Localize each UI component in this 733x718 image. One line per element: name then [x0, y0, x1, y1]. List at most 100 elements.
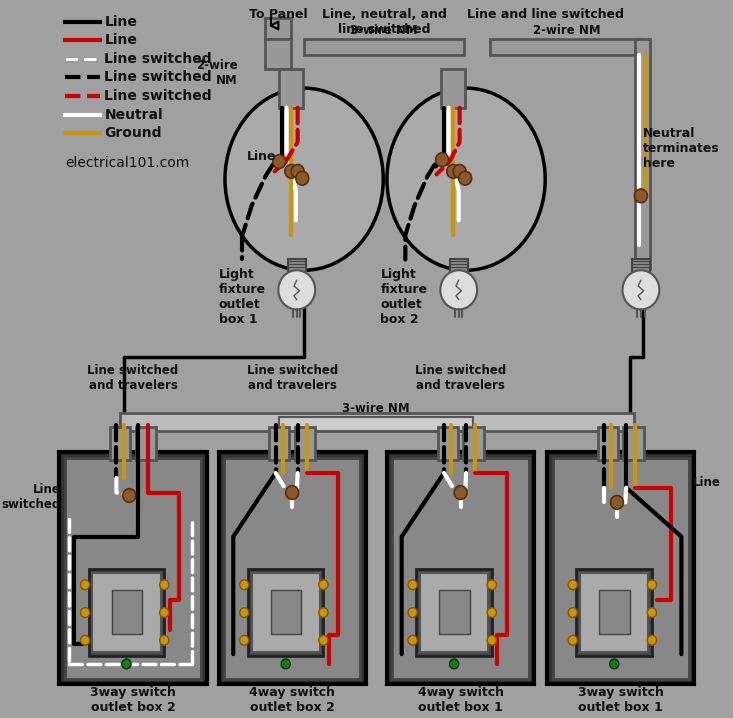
FancyBboxPatch shape — [449, 258, 468, 272]
Circle shape — [446, 164, 460, 178]
FancyBboxPatch shape — [279, 68, 303, 108]
Circle shape — [160, 635, 169, 645]
Text: 3way switch
outlet box 2: 3way switch outlet box 2 — [90, 686, 176, 714]
Text: 3-wire NM: 3-wire NM — [350, 24, 418, 37]
Text: Line, neutral, and
line switched: Line, neutral, and line switched — [322, 8, 446, 36]
Circle shape — [647, 580, 657, 589]
Text: Line: Line — [247, 150, 276, 163]
Text: Neutral
terminates
here: Neutral terminates here — [643, 127, 720, 170]
Text: Line switched
and travelers: Line switched and travelers — [87, 364, 179, 392]
Circle shape — [449, 659, 459, 668]
Circle shape — [611, 495, 624, 509]
Circle shape — [408, 580, 417, 589]
Circle shape — [647, 635, 657, 645]
FancyBboxPatch shape — [111, 590, 142, 634]
FancyBboxPatch shape — [92, 573, 161, 652]
FancyBboxPatch shape — [624, 427, 644, 460]
FancyBboxPatch shape — [490, 39, 643, 55]
Circle shape — [160, 607, 169, 617]
Circle shape — [622, 270, 659, 309]
FancyBboxPatch shape — [265, 39, 291, 68]
Circle shape — [281, 659, 290, 668]
FancyBboxPatch shape — [251, 573, 320, 652]
Circle shape — [568, 580, 578, 589]
FancyBboxPatch shape — [416, 569, 492, 656]
Text: Neutral: Neutral — [104, 108, 163, 121]
Circle shape — [319, 580, 328, 589]
FancyBboxPatch shape — [269, 427, 290, 460]
FancyBboxPatch shape — [632, 258, 650, 272]
Text: Line switched
and travelers: Line switched and travelers — [415, 364, 507, 392]
FancyBboxPatch shape — [438, 427, 458, 460]
Text: 4way switch
outlet box 2: 4way switch outlet box 2 — [249, 686, 335, 714]
Text: Light
fixture
outlet
box 1: Light fixture outlet box 1 — [218, 269, 265, 326]
Text: Line switched: Line switched — [104, 70, 212, 84]
Ellipse shape — [225, 88, 383, 270]
Text: Line switched: Line switched — [104, 89, 212, 103]
Text: Line: Line — [104, 14, 137, 29]
Text: 3way switch
outlet box 1: 3way switch outlet box 1 — [578, 686, 663, 714]
FancyBboxPatch shape — [218, 452, 366, 684]
Circle shape — [487, 607, 496, 617]
Circle shape — [279, 270, 315, 309]
Circle shape — [123, 489, 136, 503]
Text: Line switched
and travelers: Line switched and travelers — [246, 364, 338, 392]
Text: electrical101.com: electrical101.com — [65, 156, 189, 169]
FancyBboxPatch shape — [547, 452, 694, 684]
FancyBboxPatch shape — [452, 272, 465, 280]
Circle shape — [81, 580, 89, 589]
FancyBboxPatch shape — [304, 39, 464, 55]
FancyBboxPatch shape — [89, 569, 164, 656]
Circle shape — [273, 154, 286, 169]
FancyBboxPatch shape — [553, 458, 689, 679]
Text: Line and line switched: Line and line switched — [468, 8, 625, 21]
FancyBboxPatch shape — [136, 427, 156, 460]
FancyBboxPatch shape — [287, 258, 306, 272]
Circle shape — [487, 580, 496, 589]
FancyBboxPatch shape — [290, 272, 303, 280]
FancyBboxPatch shape — [392, 458, 528, 679]
Text: 2-wire NM: 2-wire NM — [533, 24, 600, 37]
Circle shape — [81, 635, 89, 645]
FancyBboxPatch shape — [65, 458, 201, 679]
Circle shape — [240, 607, 249, 617]
FancyBboxPatch shape — [439, 590, 470, 634]
Circle shape — [454, 485, 467, 500]
Text: Line
switched: Line switched — [1, 482, 60, 510]
Circle shape — [568, 635, 578, 645]
FancyBboxPatch shape — [110, 427, 130, 460]
FancyBboxPatch shape — [635, 272, 647, 280]
FancyBboxPatch shape — [576, 569, 652, 656]
Text: 3-wire NM: 3-wire NM — [342, 402, 410, 415]
Circle shape — [291, 164, 304, 178]
FancyBboxPatch shape — [120, 414, 633, 431]
Circle shape — [319, 607, 328, 617]
FancyBboxPatch shape — [265, 18, 291, 39]
Circle shape — [122, 659, 131, 668]
Text: Line: Line — [693, 476, 721, 489]
FancyBboxPatch shape — [597, 427, 618, 460]
Circle shape — [286, 485, 298, 500]
Circle shape — [408, 607, 417, 617]
Text: 4way switch
outlet box 1: 4way switch outlet box 1 — [418, 686, 504, 714]
Text: 2-wire
NM: 2-wire NM — [196, 59, 238, 87]
Circle shape — [296, 172, 309, 185]
Text: Ground: Ground — [104, 126, 162, 140]
Circle shape — [459, 172, 471, 185]
FancyBboxPatch shape — [420, 573, 488, 652]
Circle shape — [441, 270, 477, 309]
Ellipse shape — [387, 88, 545, 270]
Circle shape — [160, 580, 169, 589]
Circle shape — [319, 635, 328, 645]
Circle shape — [285, 164, 298, 178]
Circle shape — [240, 635, 249, 645]
Circle shape — [635, 189, 647, 202]
FancyBboxPatch shape — [463, 427, 484, 460]
Circle shape — [487, 635, 496, 645]
Circle shape — [568, 607, 578, 617]
FancyBboxPatch shape — [295, 427, 315, 460]
FancyBboxPatch shape — [636, 39, 650, 269]
Text: Line switched: Line switched — [104, 52, 212, 66]
FancyBboxPatch shape — [441, 68, 465, 108]
Circle shape — [610, 659, 619, 668]
